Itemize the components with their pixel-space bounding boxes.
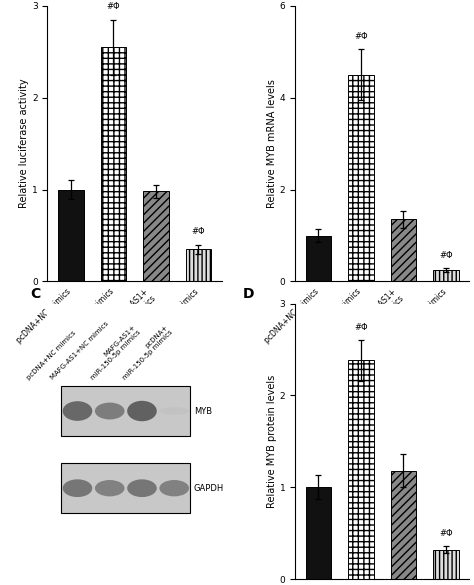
Text: #Φ: #Φ [191, 228, 205, 236]
Text: pcDNA+NC mimics: pcDNA+NC mimics [26, 329, 77, 381]
Text: B: B [243, 0, 253, 3]
Text: #Φ: #Φ [354, 32, 368, 41]
Text: MAFG-AS1+NC mimics: MAFG-AS1+NC mimics [48, 287, 116, 355]
Bar [391, 219, 416, 281]
Ellipse shape [63, 401, 92, 421]
Y-axis label: Relative MYB protein levels: Relative MYB protein levels [267, 375, 277, 508]
Bar [348, 75, 374, 281]
Ellipse shape [159, 407, 189, 415]
Ellipse shape [127, 479, 157, 497]
Bar [61, 386, 191, 436]
Text: pcDNA+
miR-150-5p mimics: pcDNA+ miR-150-5p mimics [117, 324, 174, 381]
Ellipse shape [95, 480, 125, 497]
Ellipse shape [127, 401, 157, 421]
Bar [348, 360, 374, 579]
Text: MAFG-AS1+
miR-150-5p mimics: MAFG-AS1+ miR-150-5p mimics [92, 287, 158, 353]
Text: MYB: MYB [194, 407, 212, 415]
Text: MAFG-AS1+NC mimics: MAFG-AS1+NC mimics [49, 321, 109, 381]
Text: MAFG-AS1+
miR-150-5p mimics: MAFG-AS1+ miR-150-5p mimics [339, 287, 405, 353]
Text: MAFG-AS1+NC mimics: MAFG-AS1+NC mimics [295, 287, 363, 355]
Bar [306, 236, 331, 281]
Bar [58, 190, 83, 281]
Text: #Φ: #Φ [354, 323, 368, 332]
Text: D: D [243, 287, 254, 301]
Ellipse shape [95, 402, 125, 419]
Text: A: A [0, 0, 6, 3]
Ellipse shape [63, 479, 92, 497]
Text: #Φ: #Φ [439, 251, 453, 260]
Text: pcDNA+NC mimics: pcDNA+NC mimics [263, 287, 320, 345]
Text: pcDNA+NC mimics: pcDNA+NC mimics [15, 287, 73, 345]
Text: GAPDH: GAPDH [194, 484, 224, 493]
Text: C: C [30, 287, 40, 301]
Y-axis label: Relative luciferase activity: Relative luciferase activity [19, 79, 29, 208]
Bar [186, 249, 211, 281]
Text: #Φ: #Φ [107, 2, 120, 11]
Bar [306, 487, 331, 579]
Bar [143, 191, 169, 281]
Bar [433, 270, 459, 281]
Bar [391, 471, 416, 579]
Y-axis label: Relative MYB mRNA levels: Relative MYB mRNA levels [267, 79, 277, 208]
Ellipse shape [159, 480, 189, 497]
Text: pcDNA+miR-150-5p mimics: pcDNA+miR-150-5p mimics [366, 287, 448, 369]
Bar [433, 550, 459, 579]
Text: pcDNA+miR-150-5p mimics: pcDNA+miR-150-5p mimics [119, 287, 201, 369]
Bar [61, 463, 191, 513]
Text: #Φ: #Φ [439, 529, 453, 538]
Bar [100, 47, 126, 281]
Text: MAFG-AS1+
miR-150-5p mimics: MAFG-AS1+ miR-150-5p mimics [85, 324, 142, 381]
